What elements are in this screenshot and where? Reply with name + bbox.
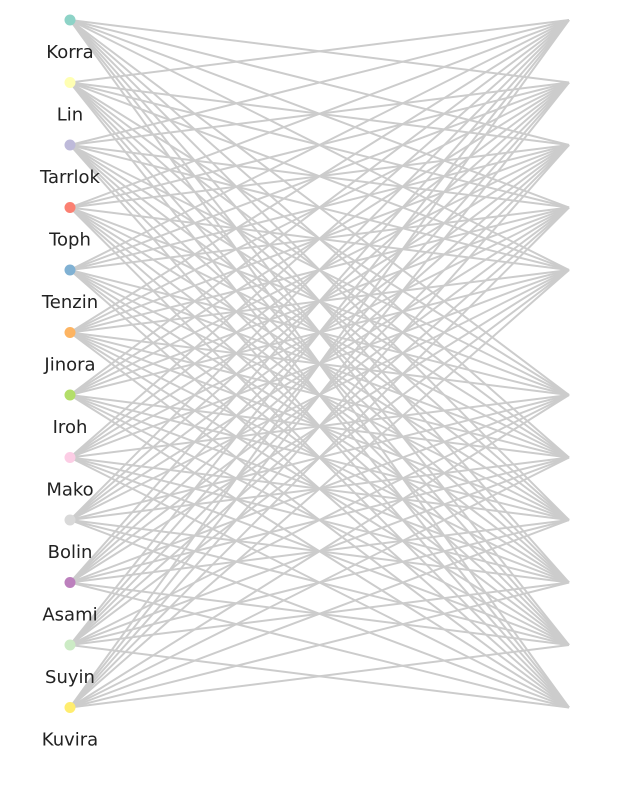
edge-suyin-korra bbox=[69, 19, 570, 646]
edge-kuvira-lin bbox=[69, 81, 570, 709]
node-iroh[interactable] bbox=[64, 389, 76, 401]
node-asami[interactable] bbox=[64, 577, 76, 588]
edge-toph-korra bbox=[69, 19, 570, 209]
node-label-lin: Lin bbox=[57, 105, 83, 126]
nodes bbox=[64, 14, 76, 713]
node-korra[interactable] bbox=[64, 14, 76, 26]
node-label-asami: Asami bbox=[42, 605, 97, 626]
node-label-kuvira: Kuvira bbox=[42, 730, 98, 751]
node-label-tarrlok: Tarrlok bbox=[39, 167, 101, 188]
edge-kuvira-korra bbox=[69, 19, 570, 709]
node-lin[interactable] bbox=[64, 77, 76, 88]
node-label-korra: Korra bbox=[46, 42, 93, 63]
edge-iroh-korra bbox=[69, 19, 570, 396]
node-suyin[interactable] bbox=[64, 639, 76, 651]
labels: Korra Lin Tarrlok Toph Tenzin Jinora Iroh Mako B… bbox=[39, 42, 101, 751]
node-toph[interactable] bbox=[64, 202, 76, 213]
node-label-iroh: Iroh bbox=[53, 417, 88, 438]
edge-kuvira-asami bbox=[69, 581, 570, 709]
edge-bolin-korra bbox=[69, 19, 570, 521]
node-label-jinora: Jinora bbox=[43, 355, 95, 376]
edges bbox=[69, 19, 570, 709]
node-label-bolin: Bolin bbox=[48, 542, 93, 563]
edge-kuvira-suyin bbox=[69, 644, 570, 709]
edge-tenzin-korra bbox=[69, 19, 570, 271]
node-tenzin[interactable] bbox=[64, 264, 76, 276]
node-label-mako: Mako bbox=[46, 480, 93, 501]
node-label-toph: Toph bbox=[48, 230, 91, 251]
edge-kuvira-bolin bbox=[69, 519, 570, 709]
node-label-suyin: Suyin bbox=[45, 667, 95, 688]
edge-mako-korra bbox=[69, 19, 570, 459]
edge-lin-korra bbox=[69, 19, 570, 84]
node-jinora[interactable] bbox=[64, 327, 76, 338]
node-kuvira[interactable] bbox=[64, 702, 76, 713]
edge-kuvira-iroh bbox=[69, 394, 570, 709]
node-label-tenzin: Tenzin bbox=[41, 292, 98, 313]
edge-kuvira-toph bbox=[69, 206, 570, 709]
edge-kuvira-mako bbox=[69, 456, 570, 709]
node-bolin[interactable] bbox=[64, 514, 76, 526]
edge-tarrlok-korra bbox=[69, 19, 570, 146]
edge-jinora-korra bbox=[69, 19, 570, 334]
edge-asami-korra bbox=[69, 19, 570, 584]
node-mako[interactable] bbox=[64, 452, 76, 463]
edge-kuvira-tenzin bbox=[69, 269, 570, 709]
node-tarrlok[interactable] bbox=[64, 139, 76, 151]
edge-kuvira-tarrlok bbox=[69, 144, 570, 709]
